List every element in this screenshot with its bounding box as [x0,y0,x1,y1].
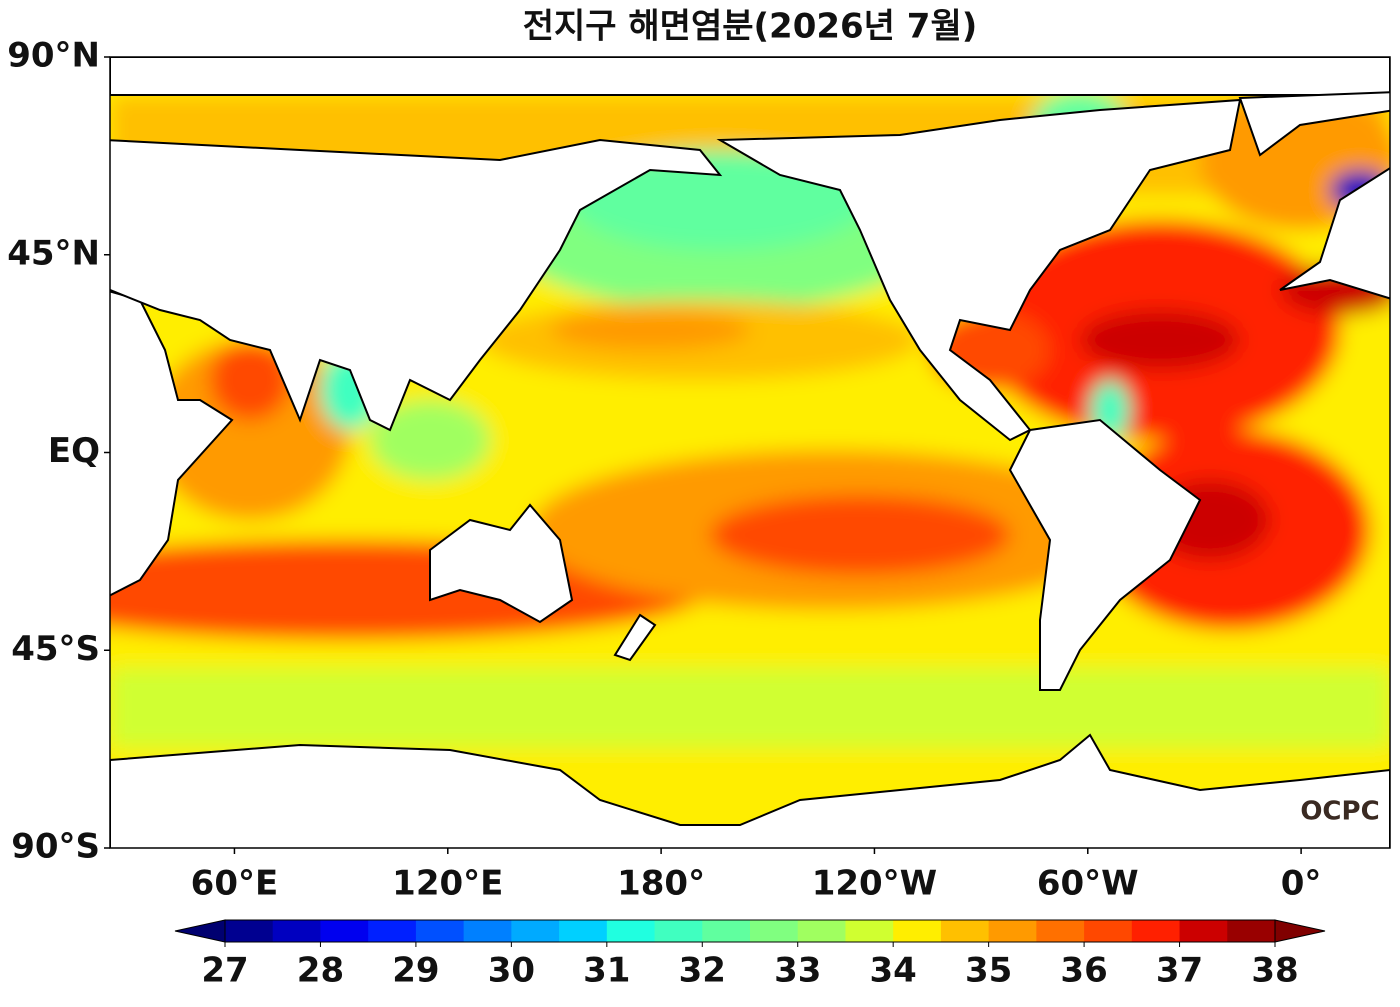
new-zealand [613,613,657,662]
colorbar-segment [893,920,942,942]
colorbar-segment [606,920,656,942]
colorbar-segment [1179,920,1228,942]
colorbar-segment [1131,920,1181,942]
salinity-patch [710,495,1010,575]
greenland [1238,91,1390,157]
colorbar-segment [1227,920,1276,942]
salinity-patch [550,310,750,350]
colorbar-over [1274,919,1326,943]
lon-tick-label: 60°W [1037,864,1139,904]
lat-tick-label: 45°S [11,629,100,669]
lon-tick-label: 120°E [392,864,503,904]
colorbar-tick-label: 27 [201,951,248,991]
colorbar-segment [368,920,417,942]
colorbar-segment [702,920,751,942]
title: 전지구 해면염분(2026년 7월) [523,7,978,47]
colorbar-tick-label: 38 [1251,951,1298,991]
lat-tick-label: 90°N [7,36,100,76]
eurasia [110,138,723,432]
colorbar-tick-label: 33 [774,951,821,991]
colorbar-tick-label: 36 [1060,951,1107,991]
lon-tick-label: 0° [1281,864,1322,904]
lon-tick-label: 180° [617,864,705,904]
colorbar-segment [750,920,799,942]
australia [429,503,574,624]
colorbar-segment [1084,920,1133,942]
colorbar-under [174,919,226,943]
colorbar-segment [845,920,894,942]
colorbar-tick-label: 31 [583,951,630,991]
north-america [716,98,1242,442]
lat-tick-label: 90°S [11,827,100,867]
arctic [110,57,1390,96]
colorbar-segment [654,920,703,942]
colorbar-segment [559,920,608,942]
salinity-patch [110,668,1390,748]
salinity-patch [370,400,490,480]
colorbar-tick-label: 28 [297,951,344,991]
colorbar-segment [511,920,560,942]
colorbar-segment [797,920,846,942]
colorbar-segment [415,920,465,942]
land [110,57,1390,848]
lon-tick-label: 60°E [191,864,279,904]
south-america [1008,418,1202,691]
colorbar-tick-label: 29 [392,951,439,991]
colorbar-frame [224,919,1276,943]
colorbar-segment [463,920,512,942]
colorbar-tick-label: 35 [965,951,1012,991]
lon-tick-label: 120°W [812,864,937,904]
colorbar-segment [988,920,1037,942]
antarctica [110,733,1390,848]
lat-tick-label: EQ [48,431,100,471]
africa [110,290,234,597]
colorbar-tick-label: 37 [1156,951,1203,991]
colorbar-tick-label: 34 [870,951,917,991]
colorbar-tick-label: 30 [488,951,535,991]
colorbar-segment [225,920,274,942]
salinity-patch [110,640,1390,670]
salinity-patch [1080,310,1240,370]
colorbar-segment [272,920,321,942]
europe [1279,166,1390,300]
colorbar-tick-label: 32 [679,951,726,991]
colorbar-segment [940,920,990,942]
lat-tick-label: 45°N [7,233,100,273]
colorbar-segment [1036,920,1085,942]
colorbar-segment [320,920,369,942]
salinity-patch [210,340,290,420]
logo: OCPC [1300,797,1379,827]
